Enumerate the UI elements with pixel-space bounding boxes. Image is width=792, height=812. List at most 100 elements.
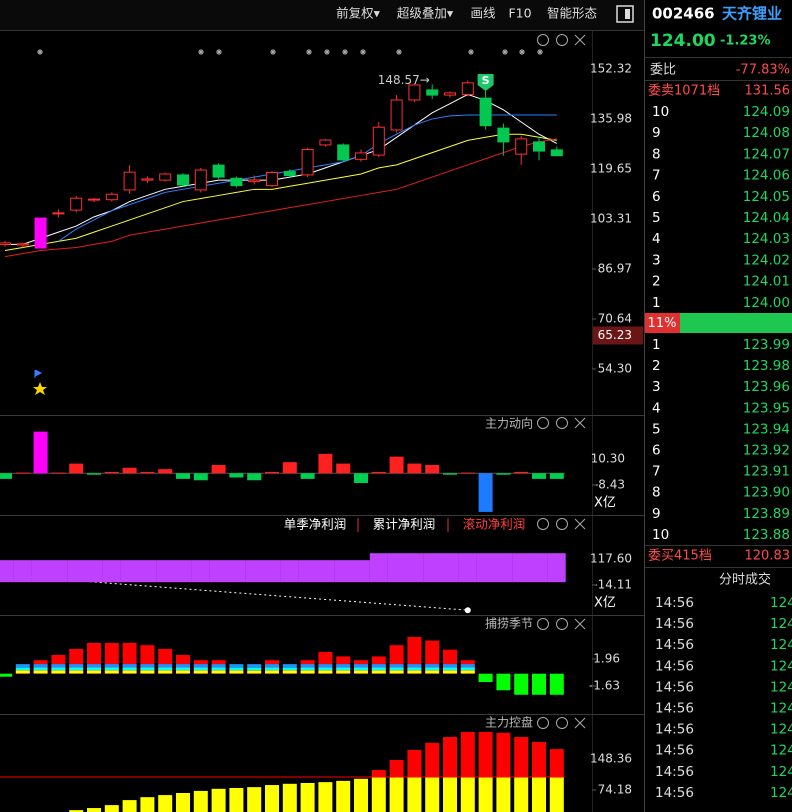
event-marker[interactable] [324, 49, 330, 55]
control-bar [514, 776, 529, 812]
bid-level: 1 [652, 337, 661, 353]
event-marker[interactable] [216, 49, 222, 55]
season-bar [478, 673, 493, 682]
control-bar [460, 776, 475, 812]
profit-bar [547, 553, 566, 583]
season-stripe [407, 664, 422, 668]
event-marker[interactable] [198, 49, 204, 55]
flow-bar [265, 471, 279, 474]
season-stripe [104, 670, 119, 674]
profit-bar [423, 553, 442, 583]
close-icon[interactable] [574, 717, 586, 729]
bid-price: 123.94 [743, 421, 790, 437]
flow-bar [211, 464, 226, 474]
unit-label: X亿 [594, 496, 616, 511]
panel-icon[interactable] [537, 417, 549, 429]
toolbar-button[interactable]: F10 [508, 6, 531, 21]
control-bar [336, 780, 351, 812]
trade-time: 14:56 [655, 658, 694, 674]
season-stripe [407, 667, 422, 671]
toolbar-button[interactable]: 超级叠加▾ [397, 6, 454, 21]
panel-toggle[interactable] [616, 5, 634, 23]
panel-icon[interactable] [556, 518, 568, 530]
season-stripe [389, 664, 404, 668]
season-stripe [87, 664, 101, 668]
event-marker[interactable] [306, 49, 312, 55]
profit-bar [209, 560, 228, 583]
legend-entry[interactable]: 累计净利润 [373, 517, 436, 532]
control-bar [496, 776, 511, 812]
candle-body [230, 177, 243, 187]
toolbar-button[interactable]: 画线 [470, 6, 496, 21]
panel-icon[interactable] [556, 717, 568, 729]
bid-level: 8 [652, 485, 661, 501]
toolbar-button[interactable]: 智能形态 [547, 6, 597, 21]
panel-icon[interactable] [537, 34, 549, 46]
bid-level: 7 [652, 464, 661, 480]
event-marker[interactable] [342, 49, 348, 55]
y-tick-label: -1.63 [589, 678, 620, 692]
event-marker[interactable] [396, 49, 402, 55]
panel-icon[interactable] [537, 518, 549, 530]
event-marker[interactable] [270, 49, 276, 55]
panel-icon[interactable] [556, 34, 568, 46]
season-stripe [193, 670, 208, 674]
legend-entry[interactable]: 滚动净利润 [463, 517, 526, 532]
mid-bar [680, 313, 792, 333]
event-marker[interactable] [519, 49, 525, 55]
season-stripe [193, 664, 208, 668]
season-bar [0, 673, 12, 677]
y-tick-label: 135.98 [590, 111, 632, 125]
control-bar [282, 783, 297, 812]
control-bar [158, 795, 173, 812]
profit-bar [245, 560, 264, 583]
y-tick-label: 117.60 [590, 552, 632, 566]
toolbar-button[interactable]: 前复权▾ [336, 6, 381, 21]
candle-body [461, 82, 474, 95]
panel-title: 主力控盘 [485, 715, 533, 730]
candle-body [248, 179, 261, 183]
flow-bar [176, 473, 190, 479]
season-stripe [158, 664, 173, 668]
season-stripe [354, 667, 368, 671]
event-marker[interactable] [468, 49, 474, 55]
close-icon[interactable] [574, 417, 586, 429]
event-marker[interactable] [360, 49, 366, 55]
season-stripe [15, 664, 30, 668]
price-marker-bg [593, 326, 643, 345]
line-end-dot [464, 607, 471, 614]
trades-title: 分时成交 [719, 572, 771, 588]
flow-bar [478, 473, 493, 512]
panel-icon[interactable] [537, 717, 549, 729]
flag-icon [34, 369, 43, 378]
close-icon[interactable] [574, 618, 586, 630]
control-bar-top [514, 737, 529, 777]
flow-bar [532, 473, 546, 479]
control-bar [176, 792, 190, 812]
event-marker[interactable] [537, 49, 543, 55]
event-marker[interactable] [502, 49, 508, 55]
candle-body [16, 243, 29, 246]
y-tick-label: 86.97 [598, 261, 632, 275]
flow-bar [193, 473, 208, 481]
bid-level: 3 [652, 379, 661, 395]
control-bar [87, 808, 101, 812]
control-bar-top [496, 732, 511, 777]
profit-bar [67, 560, 86, 583]
season-stripe [122, 664, 137, 668]
season-stripe [265, 670, 279, 674]
candle-body [105, 193, 118, 201]
close-icon[interactable] [574, 34, 586, 46]
event-marker[interactable] [37, 49, 43, 55]
panel-icon[interactable] [537, 618, 549, 630]
candle-body [266, 171, 278, 187]
legend-entry[interactable]: 单季净利润 [284, 517, 347, 532]
close-icon[interactable] [574, 518, 586, 530]
control-bar [211, 788, 226, 812]
season-stripe [407, 670, 422, 674]
panel-icon[interactable] [556, 417, 568, 429]
candle-body [34, 217, 47, 249]
panel-icon[interactable] [556, 618, 568, 630]
season-stripe [371, 670, 386, 674]
candle-body [550, 149, 563, 157]
